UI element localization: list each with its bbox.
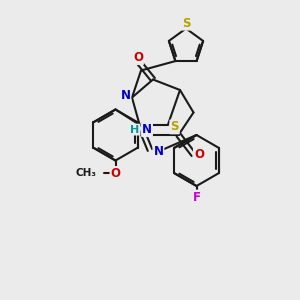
Text: F: F <box>193 190 200 204</box>
Text: N: N <box>120 88 130 102</box>
Text: H: H <box>130 124 140 135</box>
Text: CH₃: CH₃ <box>75 168 96 178</box>
Text: O: O <box>194 148 204 161</box>
Text: N: N <box>153 145 164 158</box>
Text: S: S <box>182 16 190 30</box>
Text: O: O <box>133 51 143 64</box>
Text: S: S <box>170 120 179 134</box>
Text: O: O <box>110 167 121 180</box>
Text: N: N <box>142 123 152 136</box>
